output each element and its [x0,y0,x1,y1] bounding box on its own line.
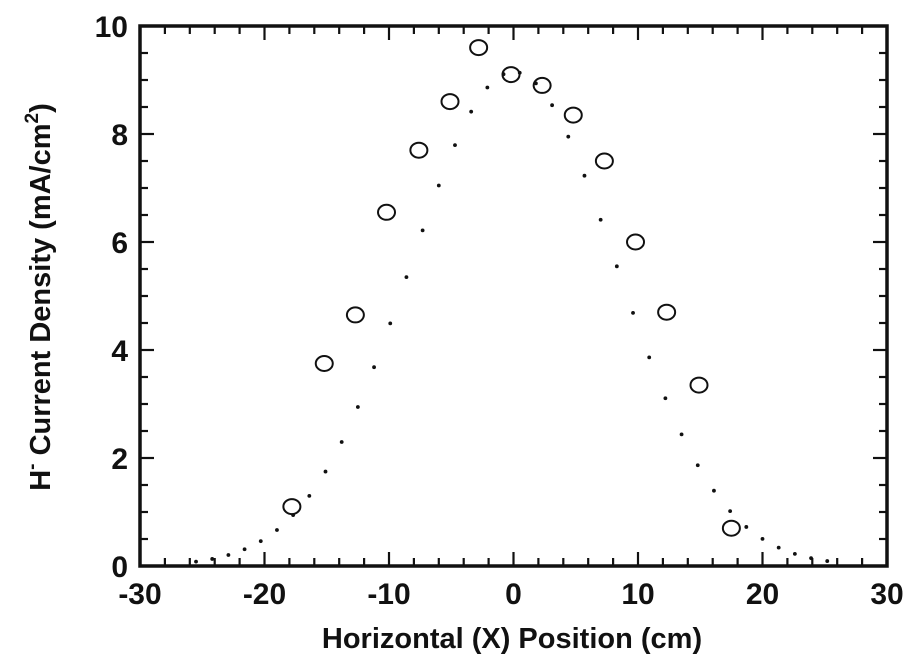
fit-curve-dot [744,525,749,529]
fit-curve-dot [404,275,409,280]
fit-curve-dot [679,432,684,437]
fit-curve-dot [420,228,425,233]
plot-frame [138,24,889,568]
fit-curve-dot [663,396,668,401]
fit-curve-dot [598,217,603,222]
y-tick-label: 6 [111,227,128,260]
fit-curve-dot [695,463,700,468]
fit-curve-dot [275,528,279,532]
fit-curve-dot [792,551,797,556]
fit-curve-dot [760,536,765,541]
y-axis-label-main: H [25,470,57,491]
y-axis-label-close: ) [25,103,57,113]
fit-curve-dot [242,547,247,552]
x-tick-labels: -30 -20 -10 0 10 20 30 [118,578,903,611]
fit-curve-dot [825,559,830,563]
fit-curve-dot [355,405,360,409]
data-point [563,106,583,124]
fit-curve-dot [210,557,215,561]
fit-curve-dot [339,440,344,444]
fit-curve-dot [258,539,263,544]
data-point [532,76,552,94]
fit-curve-dot [631,310,635,315]
y-tick-label: 8 [111,119,128,152]
fit-curve-dot [582,173,587,178]
fit-curve-dot [372,365,376,370]
data-point [282,498,302,516]
fit-curve-dot [485,85,490,90]
fit-curve-dot [728,509,733,514]
x-tick-label: -20 [243,578,286,611]
y-tick-label: 2 [111,443,128,476]
y-axis-label-rest: Current Density (mA/cm [25,123,57,463]
data-point [501,66,521,84]
x-tick-label: 0 [505,578,522,611]
data-point [314,355,334,372]
fit-curve-dot [614,264,619,269]
axis-ticks [138,24,889,568]
fit-curve-dot [194,559,198,564]
x-axis-label: Horizontal (X) Position (cm) [322,623,702,655]
fit-curve-dot [453,143,457,147]
data-point [626,233,646,251]
y-tick-label: 10 [95,11,128,44]
data-point [594,152,614,170]
fit-curve [194,70,830,564]
y-tick-label: 4 [111,335,128,368]
data-markers [282,39,741,537]
data-point [657,303,677,321]
data-point [721,519,741,537]
data-point [345,306,365,324]
x-tick-label: -10 [367,578,410,611]
fit-curve-dot [647,355,652,360]
data-point [689,376,709,394]
y-tick-labels: 0 2 4 6 8 10 [95,11,129,584]
x-tick-label: 20 [746,578,779,611]
fit-curve-dot [388,321,393,326]
fit-curve-dot [550,103,554,108]
fit-curve-dot [323,469,328,474]
x-tick-label: -30 [118,578,161,611]
y-axis-label-unit-superscript: 2 [22,113,43,124]
data-point [377,203,397,221]
x-tick-label: 30 [870,578,903,611]
y-axis-label-main-superscript: - [22,463,43,469]
data-point [440,93,460,111]
y-tick-label: 0 [111,551,128,584]
x-tick-label: 10 [621,578,654,611]
y-axis-label: H- Current Density (mA/cm2) [22,103,57,491]
fit-curve-dot [566,134,571,139]
fit-curve-dot [226,553,231,557]
fit-curve-dot [436,183,441,188]
data-point [469,39,489,57]
data-point [409,141,429,159]
fit-curve-dot [712,488,716,493]
fit-curve-dot [307,493,312,498]
fit-curve-dot [776,545,781,550]
fit-curve-dot [469,109,474,114]
